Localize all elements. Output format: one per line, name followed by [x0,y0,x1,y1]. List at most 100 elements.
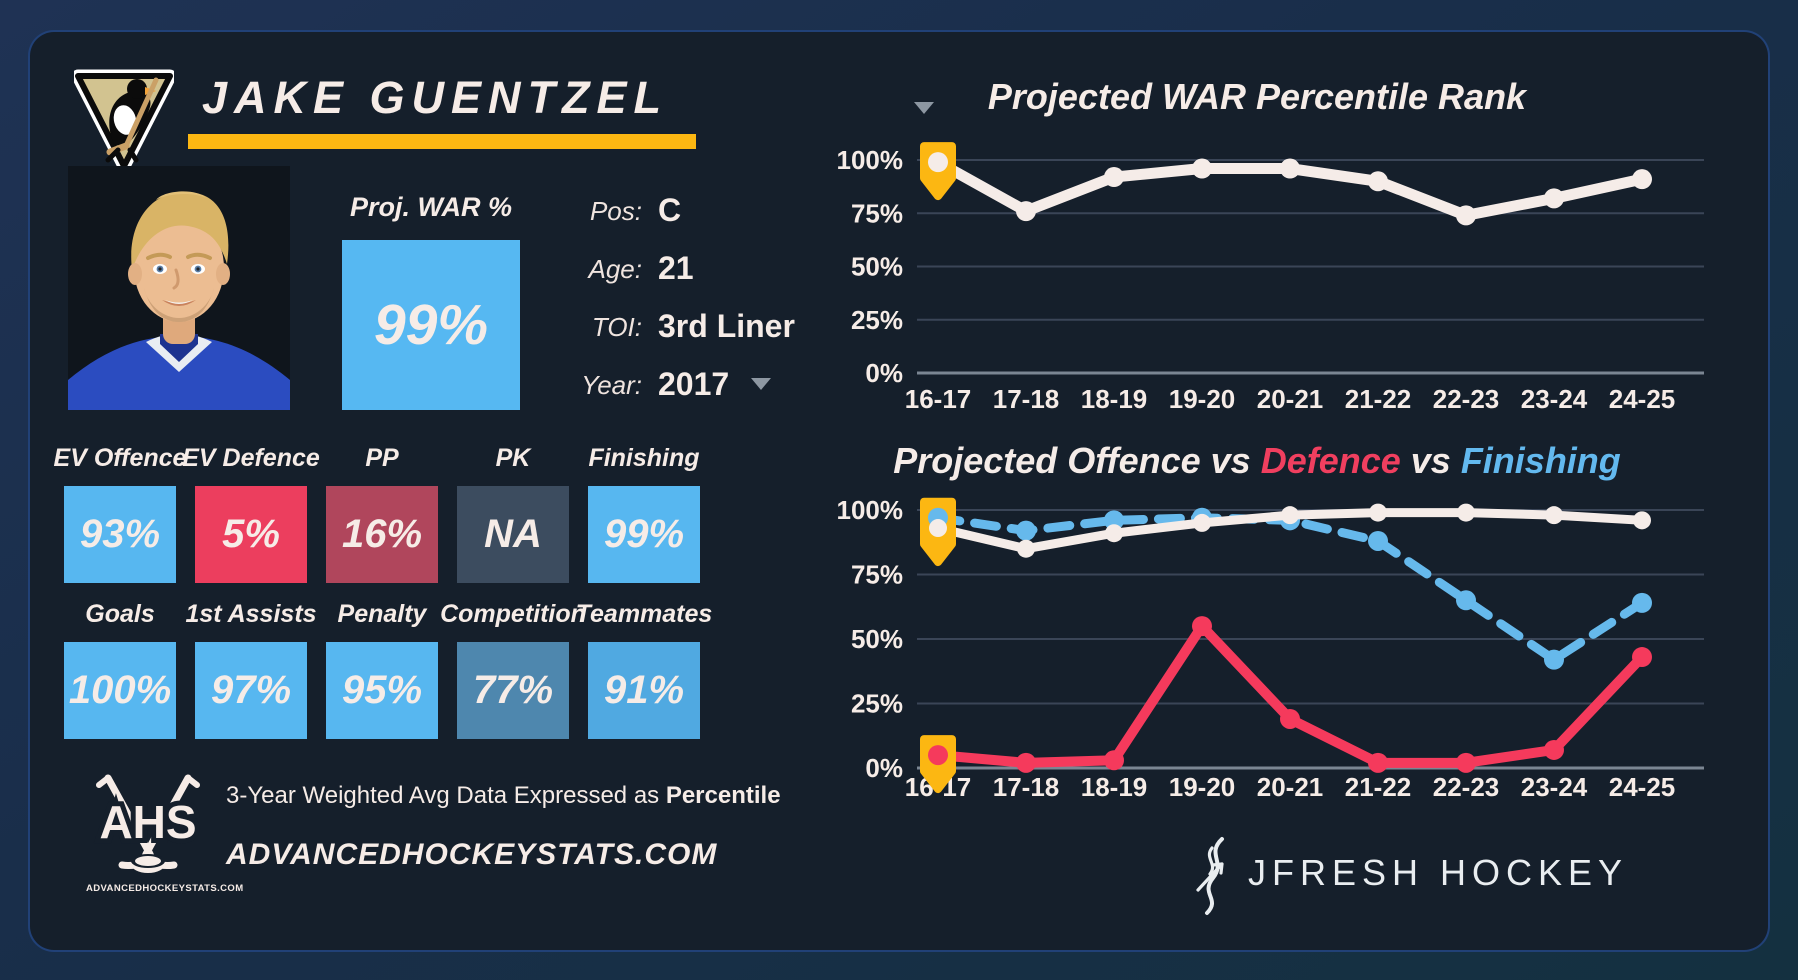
stat-box: 97% [195,642,307,739]
stat-box: 100% [64,642,176,739]
footer-note-text: 3-Year Weighted Avg Data Expressed as [226,782,666,809]
highlighted-point-projected war [928,152,948,173]
ahs-logo-caption: ADVANCEDHOCKEYSTATS.COM [86,883,244,894]
y-axis-tick: 100% [837,495,904,525]
data-point-finishing [1632,592,1652,613]
data-point-offence [1457,503,1475,522]
data-point-projected war [1456,205,1476,226]
player-info-value: 21 [658,250,694,286]
data-point-finishing [1368,530,1388,551]
jfresh-logo-icon [1196,837,1224,915]
player-info-row: Age: 21 [550,250,820,308]
ahs-logo-icon: AHS [94,774,202,873]
x-axis-tick: 24-25 [1609,384,1676,414]
stat-column: PK NA [457,442,569,583]
player-info-value: C [658,192,682,228]
stat-value: 95% [341,668,423,712]
stat-column: PP 16% [326,442,438,583]
y-axis-tick: 75% [851,560,903,590]
data-point-projected war [1632,169,1652,190]
stat-label: 1st Assists [185,600,317,628]
stat-label: EV Defence [182,444,320,472]
y-axis-tick: 100% [837,145,904,175]
x-axis-tick: 19-20 [1169,772,1236,802]
player-info-label: TOI: [591,312,642,342]
odf-chart-title-part: Defence [1260,440,1401,481]
stat-grid-bottom: Goals 100% 1st Assists 97% Penalty 95% Competi… [64,598,719,739]
data-point-projected war [1368,171,1388,192]
x-axis-tick: 20-21 [1257,772,1324,802]
x-axis-tick: 22-23 [1433,384,1500,414]
data-point-finishing [1456,590,1476,611]
stat-label: Penalty [337,600,427,628]
x-axis-tick: 21-22 [1345,772,1412,802]
data-point-defence [1632,647,1652,668]
stat-value: 91% [603,668,685,712]
stat-box: NA [457,486,569,583]
stat-box: 16% [326,486,438,583]
data-point-offence [1545,506,1563,525]
odf-chart: 100%75%50%25%0%16-1717-1818-1919-2020-21… [742,492,1772,827]
player-info-row: Year: 2017 [550,366,820,424]
data-point-offence [1369,503,1387,522]
ahs-logo-text: AHS [99,796,196,848]
jfresh-wordmark: JFRESH HOCKEY [1248,852,1629,893]
x-axis-tick: 16-17 [905,384,972,414]
player-info-row: Pos: C [550,192,820,250]
x-axis-tick: 17-18 [993,384,1060,414]
player-name: JAKE GUENTZEL [202,72,669,123]
stat-column: Teammates 91% [576,598,712,739]
highlighted-point-defence [928,745,948,766]
stat-column: Competition 77% [440,598,586,739]
gold-underline [188,134,696,149]
y-axis-tick: 50% [851,624,903,654]
stat-box: 93% [64,486,176,583]
stat-label: Finishing [588,444,700,472]
stat-box: 99% [588,486,700,583]
data-point-defence [1104,750,1124,771]
stat-value: 5% [222,512,280,556]
ahs-logo: AHS ADVANCEDHOCKEYSTATS.COM [86,772,244,894]
war-chart-title: Projected WAR Percentile Rank [987,76,1527,117]
y-axis-tick: 25% [851,305,903,335]
data-point-defence [1016,752,1036,773]
stat-label: EV Offence [53,444,187,472]
data-point-defence [1544,739,1564,760]
stat-column: EV Offence 93% [54,442,186,583]
highlighted-point-offence [929,519,947,538]
x-axis-tick: 22-23 [1433,772,1500,802]
odf-chart-title-part: Finishing [1460,440,1621,481]
stat-box: 5% [195,486,307,583]
odf-chart-title: Projected Offence vs Defence vs Finishin… [742,440,1772,482]
stat-label: PP [365,444,399,472]
chart-options-caret-icon[interactable] [914,102,934,114]
data-point-offence [1633,511,1651,530]
player-photo [68,166,290,410]
x-axis-tick: 20-21 [1257,384,1324,414]
stat-label: Competition [440,600,586,628]
y-axis-tick: 25% [851,689,903,719]
stat-value: 97% [210,668,292,712]
war-percentile-chart: 100% 75% 50% 25% 0%16-17 17-18 18-19 19-20 20-21… [837,142,1704,414]
data-point-offence [1017,539,1035,558]
odf-chart-title-part: Projected Offence [893,440,1201,481]
stat-box: 95% [326,642,438,739]
data-point-defence [1368,752,1388,773]
x-axis-tick: 18-19 [1081,772,1148,802]
stat-value: 77% [472,668,554,712]
data-point-defence [1456,752,1476,773]
stat-value: 16% [341,512,423,556]
x-axis-tick: 24-25 [1609,772,1676,802]
stat-grid-top: EV Offence 93% EV Defence 5% PP 16% PK NA Finish… [54,442,719,583]
data-point-projected war [1544,188,1564,209]
footer-site-url: ADVANCEDHOCKEYSTATS.COM [226,838,718,871]
year-dropdown-caret-icon[interactable] [751,378,772,390]
x-axis-tick: 23-24 [1521,384,1588,414]
player-info-label: Year: [581,370,642,400]
data-point-projected war [1104,167,1124,188]
x-axis-tick: 21-22 [1345,384,1412,414]
proj-war-value: 99% [373,293,489,357]
y-axis-tick: 0% [865,753,903,783]
player-info-label: Age: [588,254,643,284]
player-info-value[interactable]: 2017 [658,366,730,402]
